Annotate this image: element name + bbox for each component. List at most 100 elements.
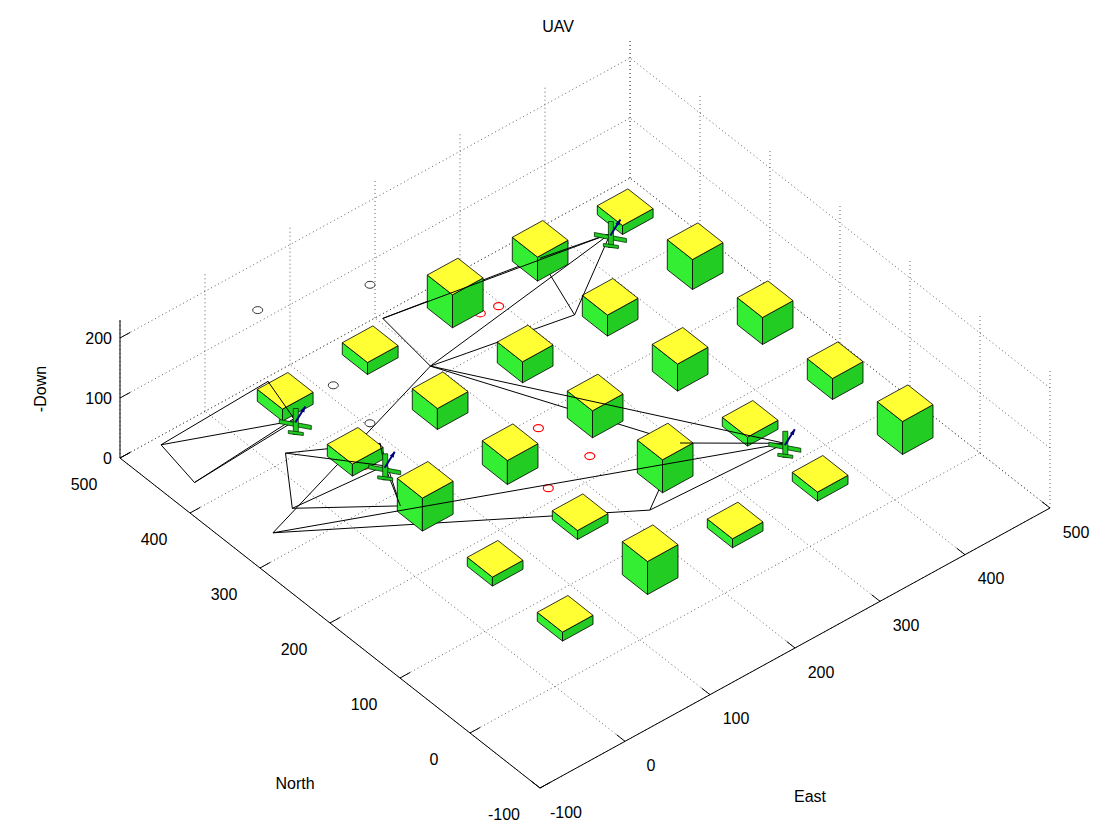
building-roof — [427, 258, 483, 295]
building — [637, 423, 693, 493]
building-roof — [342, 326, 398, 363]
tick — [120, 452, 130, 458]
axis-title: -Down — [32, 366, 49, 412]
axes — [120, 320, 1050, 788]
camera-ray — [268, 381, 295, 420]
tick — [617, 735, 625, 742]
grid-line — [1050, 370, 1051, 508]
uav-heading — [295, 407, 305, 423]
grid-line — [630, 40, 631, 178]
building-roof — [877, 385, 933, 422]
tick — [702, 688, 710, 695]
building-roof — [597, 189, 653, 226]
grid-line — [460, 133, 461, 271]
tick-label: 0 — [103, 450, 112, 467]
grid-line — [630, 178, 1050, 508]
grid-line — [290, 227, 291, 365]
tick-label: 400 — [141, 531, 168, 548]
building-roof — [537, 596, 593, 633]
uav-heading — [385, 452, 395, 468]
waypoint — [365, 420, 375, 427]
uav-tail — [378, 476, 393, 481]
chart: -1000100200300400500-1000100200300400500… — [0, 0, 1116, 828]
tick-label: 500 — [71, 476, 98, 493]
grid-line — [400, 398, 910, 678]
grid-line — [540, 508, 1050, 788]
grid-line — [120, 320, 121, 458]
building-roof — [667, 223, 723, 260]
tick-label: 400 — [978, 570, 1005, 587]
building-roof — [567, 374, 623, 411]
building-roof — [552, 494, 608, 531]
tick-label: 300 — [211, 586, 238, 603]
tick-label: 200 — [85, 330, 112, 347]
building — [667, 223, 723, 290]
building-roof — [622, 525, 678, 562]
tick — [957, 548, 965, 555]
tick — [787, 641, 795, 648]
uav-heading — [785, 429, 795, 445]
building-roof — [397, 462, 453, 499]
grid-line — [630, 40, 631, 178]
waypoint — [253, 307, 263, 314]
tick-label: 100 — [85, 390, 112, 407]
building — [737, 281, 793, 345]
uav — [279, 407, 311, 436]
grid-line — [630, 58, 1050, 388]
camera-ray — [430, 234, 610, 367]
grid-line — [630, 118, 1050, 448]
building — [792, 456, 848, 502]
camera-footprint — [273, 366, 680, 533]
axis-title: East — [794, 788, 827, 805]
uav-tail — [603, 244, 618, 249]
tick-label: -100 — [550, 804, 582, 821]
building — [342, 326, 398, 375]
grid-line — [375, 318, 795, 648]
grid-line — [260, 288, 770, 568]
chart-title: UAV — [542, 18, 574, 35]
tick — [540, 782, 550, 788]
camera-ray — [286, 453, 385, 466]
uav-heading — [790, 429, 795, 435]
grid-line — [375, 180, 376, 318]
grid-line — [120, 118, 630, 398]
uav-tail — [778, 453, 793, 458]
building — [622, 525, 678, 595]
grid-line — [840, 205, 841, 343]
building-roof — [652, 328, 708, 365]
tick-label: 200 — [281, 641, 308, 658]
uav-heading — [390, 452, 395, 458]
building-roof — [792, 456, 848, 493]
axis-line — [120, 320, 121, 458]
tick — [260, 562, 270, 568]
waypoint — [328, 382, 338, 389]
tick-label: 100 — [723, 710, 750, 727]
target — [585, 453, 595, 460]
building-roof — [327, 428, 383, 465]
waypoint — [365, 281, 375, 288]
grid-line — [630, 178, 1050, 508]
axis-line — [540, 508, 1050, 788]
uav-heading — [610, 220, 620, 236]
tick — [120, 332, 130, 338]
uav-tail — [288, 431, 303, 436]
tick — [120, 392, 130, 398]
building — [257, 373, 313, 422]
tick — [400, 672, 410, 678]
grid — [120, 40, 1050, 788]
building-roof — [807, 342, 863, 379]
uav-heading — [615, 220, 620, 226]
camera-ray — [292, 466, 384, 509]
target — [494, 303, 504, 310]
grid-line — [910, 260, 911, 398]
grid-line — [120, 178, 630, 458]
tick-label: 300 — [893, 617, 920, 634]
building-roof — [467, 541, 523, 578]
building-roof — [637, 423, 693, 460]
uav — [369, 452, 401, 481]
grid-line — [545, 87, 546, 225]
camera-ray — [430, 366, 784, 443]
building — [722, 401, 778, 447]
grid-line — [470, 453, 980, 733]
grid-line — [545, 225, 965, 555]
